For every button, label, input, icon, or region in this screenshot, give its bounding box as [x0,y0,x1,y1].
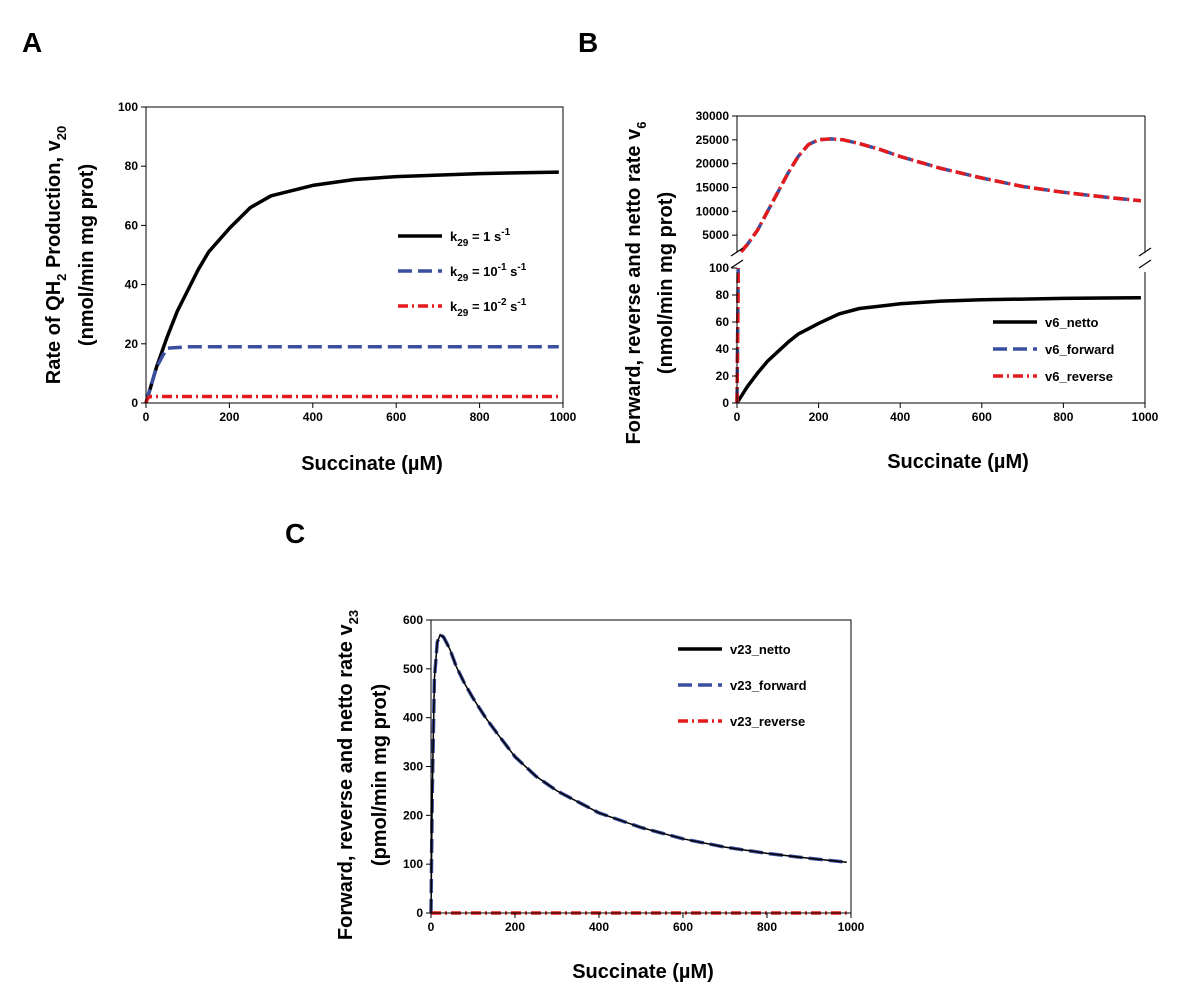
legend-entry: v23_forward [730,678,807,693]
y-tick-label: 400 [403,711,423,725]
y-axis-label-a-line2: (nmol/min mg prot) [76,164,98,346]
x-tick-label: 200 [505,920,525,934]
y-tick-label: 60 [716,315,730,329]
x-tick-label: 400 [890,410,910,424]
legend-a: k29 = 1 s-1 k29 = 10-1 s-1 k29 = 10-2 s-1 [398,227,527,319]
legend-b: v6_netto v6_forward v6_reverse [993,315,1114,384]
x-tick-label: 0 [143,410,150,424]
x-tick-label: 1000 [550,410,577,424]
y-tick-label: 0 [416,906,423,920]
series-line-a-0 [144,170,559,404]
x-tick-label: 200 [219,410,239,424]
y-tick-label: 80 [125,159,139,173]
series-line-b-netto [735,295,1141,404]
x-tick-label: 600 [386,410,406,424]
y-axis-label-a-line1: Rate of QH2 Production, v20 [43,126,69,384]
x-tick-label: 800 [470,410,490,424]
y-tick-label: 100 [403,857,423,871]
y-axis-label-b-line1: Forward, reverse and netto rate v6 [623,122,649,445]
y-tick-label: 200 [403,808,423,822]
y-tick-label: 300 [403,760,423,774]
legend-entry: v23_netto [730,642,791,657]
y-tick-label: 60 [125,218,139,232]
y-tick-label: 40 [125,278,139,292]
y-tick-label: 0 [722,396,729,410]
y-axis-label-c-line1: Forward, reverse and netto rate v23 [335,610,361,940]
legend-entry: v6_netto [1045,315,1099,330]
legend-entry: v23_reverse [730,714,805,729]
y-tick-label: 30000 [696,109,730,123]
y-tick-label: 10000 [696,204,730,218]
legend-entry: k29 = 1 s-1 [450,227,511,249]
legend-entry: v6_reverse [1045,369,1113,384]
x-tick-label: 400 [303,410,323,424]
x-tick-label: 400 [589,920,609,934]
y-tick-label: 0 [131,396,138,410]
x-axis-label-c: Succinate (µM) [572,961,714,983]
y-tick-label: 20000 [696,157,730,171]
y-tick-label: 600 [403,613,423,627]
x-tick-label: 600 [972,410,992,424]
x-tick-label: 1000 [838,920,865,934]
x-axis-label-b: Succinate (µM) [887,451,1029,473]
axis-break-mark [1138,259,1152,269]
legend-c: v23_netto v23_forward v23_reverse [678,642,807,729]
y-tick-label: 5000 [702,228,729,242]
y-tick-label: 20 [716,369,730,383]
axis-break-mark [1138,247,1152,257]
panel-label-c: C [285,518,305,549]
y-axis-label-c-line2: (pmol/min mg prot) [369,684,391,866]
axis-break-mark [730,247,744,257]
plot-frame [430,619,852,914]
x-axis-label-a: Succinate (µM) [301,453,443,475]
chart-panel-b: Succinate (µM) Forward, reverse and nett… [623,109,1159,473]
series-line-c-forward [429,632,847,914]
x-tick-label: 1000 [1132,410,1159,424]
plot-frame [145,106,564,404]
x-tick-label: 800 [757,920,777,934]
y-tick-label: 20 [125,337,139,351]
chart-panel-a: Succinate (µM) Rate of QH2 Production, v… [43,100,577,475]
x-tick-label: 0 [428,920,435,934]
series-line-a-2 [144,394,559,404]
series-line-b-reverse-upper [739,137,1142,253]
x-tick-label: 200 [809,410,829,424]
y-tick-label: 100 [118,100,138,114]
panel-label-a: A [22,27,42,58]
y-tick-label: 80 [716,288,730,302]
legend-entry: k29 = 10-2 s-1 [450,297,527,319]
legend-entry: v6_forward [1045,342,1114,357]
y-tick-label: 40 [716,342,730,356]
y-tick-label: 25000 [696,133,730,147]
y-axis-label-b-line2: (nmol/min mg prot) [655,192,677,374]
legend-entry: k29 = 10-1 s-1 [450,262,527,284]
x-tick-label: 0 [734,410,741,424]
series-line-c-netto [430,633,847,914]
y-tick-label: 100 [709,261,729,275]
axis-break-mark [730,259,744,269]
x-tick-label: 600 [673,920,693,934]
x-tick-label: 800 [1053,410,1073,424]
y-tick-label: 15000 [696,181,730,195]
panel-label-b: B [578,27,598,58]
series-line-a-1 [144,345,559,404]
y-tick-label: 500 [403,662,423,676]
chart-panel-c: Succinate (µM) Forward, reverse and nett… [335,610,865,983]
